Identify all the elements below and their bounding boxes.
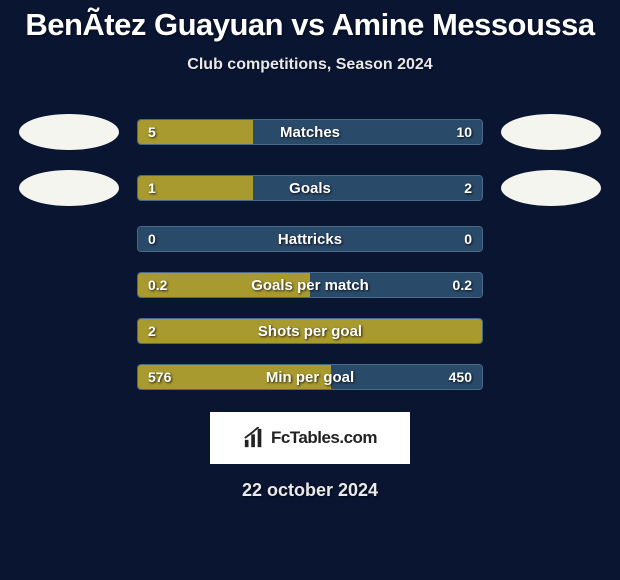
- stat-value-left: 1: [148, 176, 156, 200]
- bar-right-fill: [253, 176, 482, 200]
- stat-bar: 510Matches: [137, 119, 483, 145]
- stat-value-right: 10: [456, 120, 472, 144]
- stat-bar: 576450Min per goal: [137, 364, 483, 390]
- stat-row: 12Goals: [0, 170, 620, 206]
- stat-value-left: 2: [148, 319, 156, 343]
- comparison-widget: BenÃ­tez Guayuan vs Amine Messoussa Club…: [0, 0, 620, 501]
- bar-right-fill: [253, 120, 482, 144]
- player-right-oval: [501, 114, 601, 150]
- stat-value-right: 450: [449, 365, 472, 389]
- stat-value-left: 0: [148, 227, 156, 251]
- stat-value-left: 5: [148, 120, 156, 144]
- page-title: BenÃ­tez Guayuan vs Amine Messoussa: [0, 8, 620, 42]
- logo-box: FcTables.com: [210, 412, 410, 464]
- stat-row: 510Matches: [0, 114, 620, 150]
- stat-value-right: 0.2: [453, 273, 472, 297]
- chart-icon: [243, 427, 265, 449]
- stat-bar: 00Hattricks: [137, 226, 483, 252]
- stat-value-left: 576: [148, 365, 171, 389]
- stat-bar: 2Shots per goal: [137, 318, 483, 344]
- page-subtitle: Club competitions, Season 2024: [0, 56, 620, 74]
- stat-value-right: 0: [464, 227, 472, 251]
- stat-row: 00Hattricks: [0, 226, 620, 252]
- stat-row: 576450Min per goal: [0, 364, 620, 390]
- player-right-oval: [501, 170, 601, 206]
- logo-text: FcTables.com: [271, 428, 377, 448]
- stat-bar: 0.20.2Goals per match: [137, 272, 483, 298]
- stat-bar: 12Goals: [137, 175, 483, 201]
- bar-left-fill: [138, 319, 482, 343]
- stat-row: 0.20.2Goals per match: [0, 272, 620, 298]
- stat-row: 2Shots per goal: [0, 318, 620, 344]
- stat-value-right: 2: [464, 176, 472, 200]
- bar-right-fill: [138, 227, 482, 251]
- date-label: 22 october 2024: [0, 480, 620, 501]
- stat-value-left: 0.2: [148, 273, 167, 297]
- player-left-oval: [19, 170, 119, 206]
- player-left-oval: [19, 114, 119, 150]
- stat-rows: 510Matches12Goals00Hattricks0.20.2Goals …: [0, 114, 620, 390]
